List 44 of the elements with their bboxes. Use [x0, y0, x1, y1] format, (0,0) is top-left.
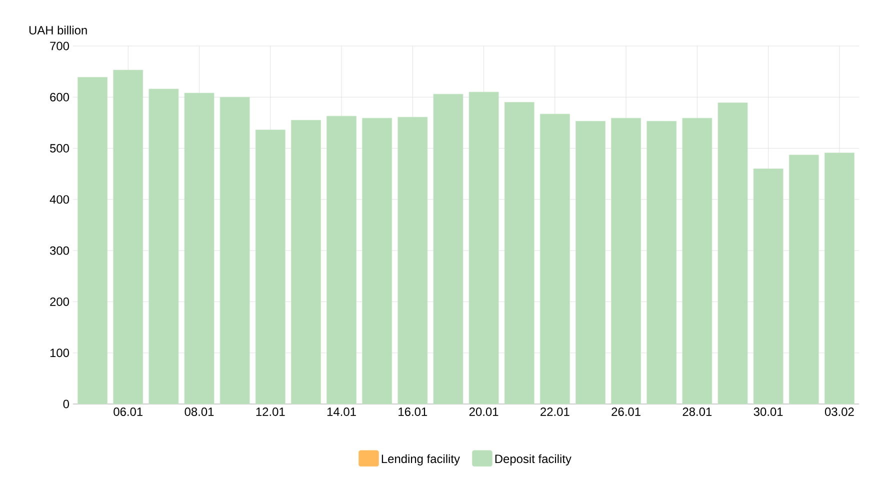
x-tick-label: 06.01 [114, 408, 142, 416]
y-tick-label: 700 [50, 42, 70, 50]
bar [504, 102, 534, 404]
x-tick-label: 14.01 [327, 408, 356, 416]
bar [184, 92, 214, 404]
bar [362, 118, 392, 404]
x-tick-label: 08.01 [184, 408, 214, 416]
bar [611, 118, 642, 404]
y-tick-label: 300 [50, 246, 70, 255]
bar [113, 70, 144, 404]
bar [220, 96, 250, 404]
y-tick-label: 200 [50, 297, 70, 306]
bar [291, 120, 321, 404]
bar [646, 120, 677, 404]
y-tick-label: 500 [50, 144, 70, 153]
x-tick-label: 12.01 [256, 408, 285, 416]
legend-label: Lending facility [382, 454, 460, 466]
x-tick-label: 30.01 [754, 408, 783, 416]
bar [78, 77, 108, 404]
bar [433, 94, 464, 404]
x-tick-label: 26.01 [612, 408, 640, 416]
bar [718, 102, 748, 404]
bar [788, 154, 819, 404]
bar [753, 168, 784, 404]
x-tick-label: 03.02 [824, 408, 854, 416]
bar [255, 130, 286, 404]
bar [468, 92, 499, 404]
x-tick-label: 16.01 [398, 408, 428, 416]
bar [398, 116, 428, 404]
y-axis-title: UAH billion [29, 26, 87, 34]
x-tick-label: 28.01 [682, 408, 712, 416]
x-tick-label: 22.01 [540, 408, 570, 416]
x-tick-label: 20.01 [469, 408, 498, 416]
y-tick-label: 0 [63, 400, 70, 408]
y-tick-label: 600 [50, 92, 70, 102]
bar [682, 118, 712, 404]
bar [326, 116, 356, 404]
legend-label: Deposit facility [495, 454, 572, 466]
bar [824, 152, 854, 404]
bar [540, 114, 570, 404]
bar [576, 120, 606, 404]
bar [148, 88, 179, 404]
y-tick-label: 400 [50, 195, 70, 204]
y-tick-label: 100 [50, 348, 70, 358]
